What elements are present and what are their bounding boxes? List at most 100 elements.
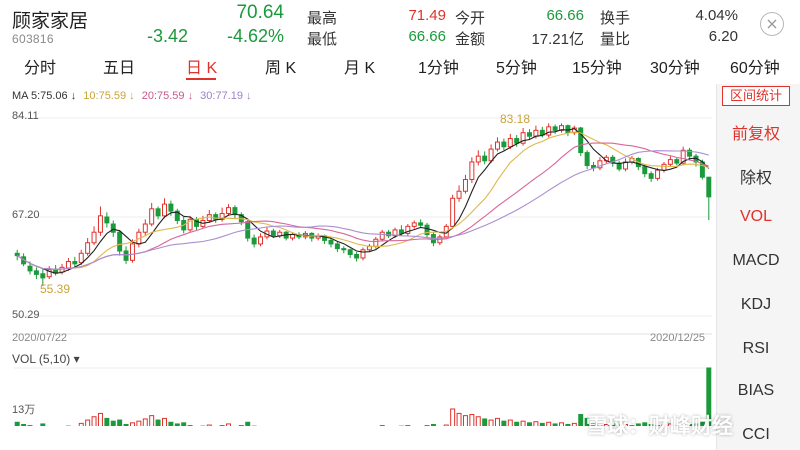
tab-5-minute[interactable]: 5分钟: [496, 60, 537, 77]
volume-bar: [129, 422, 135, 426]
volume-bar: [687, 423, 693, 426]
candle-body: [411, 222, 417, 227]
volume-bar: [591, 421, 597, 426]
volume-bar: [475, 416, 481, 426]
volume-bar: [610, 422, 616, 426]
amount-label: 金额: [455, 31, 486, 48]
candle-body: [328, 239, 334, 245]
volume-bar: [136, 420, 142, 426]
candle-body: [405, 225, 411, 234]
volume-bar: [450, 408, 456, 426]
volume-axis-max: 13万: [12, 404, 36, 416]
candle-body: [33, 270, 39, 275]
tab-intraday[interactable]: 分时: [24, 60, 57, 77]
period-high-marker: 83.18: [500, 112, 531, 126]
volume-bar: [597, 423, 603, 426]
y-axis-min: 50.29: [12, 309, 40, 321]
volume-bar: [168, 421, 174, 426]
side-item-rsi[interactable]: RSI: [742, 340, 770, 357]
y-axis-mid: 67.20: [12, 209, 40, 221]
tab-weekly-k[interactable]: 周 K: [265, 60, 297, 77]
volume-bar: [507, 419, 513, 426]
side-item-kdj[interactable]: KDJ: [740, 296, 772, 313]
candle-body: [661, 163, 667, 171]
volume-bar: [571, 422, 577, 426]
volume-bar: [40, 423, 46, 426]
side-item-forward-adjusted[interactable]: 前复权: [731, 126, 780, 143]
volume-bar: [91, 416, 97, 426]
ma-legend: MA 5:75.06 ↓ 10:75.59 ↓ 20:75.59 ↓ 30:77…: [12, 90, 256, 102]
current-price: 70.64: [236, 2, 284, 23]
ma20-legend: 20:75.59 ↓: [141, 90, 194, 102]
candle-body: [40, 273, 46, 279]
volume-bar: [117, 419, 123, 426]
side-item-vol[interactable]: VOL: [739, 208, 772, 225]
volume-legend[interactable]: VOL (5,10) ▾: [12, 352, 80, 366]
candle-body: [462, 179, 468, 192]
candlestick-chart[interactable]: [0, 106, 716, 426]
watermark-logo: 雪球：财峰财经: [586, 415, 733, 438]
ma10-legend: 10:75.59 ↓: [83, 90, 135, 102]
volume-bar: [104, 417, 110, 426]
volume-bar: [616, 424, 622, 426]
candle-body: [142, 223, 148, 233]
volume-bar: [469, 414, 475, 426]
volume-bar: [578, 414, 584, 426]
volume-bar: [565, 423, 571, 426]
candle-body: [123, 250, 129, 261]
volume-ratio-label: 量比: [600, 31, 631, 48]
candle-body: [482, 155, 488, 162]
candle-body: [706, 176, 712, 198]
tab-monthly-k[interactable]: 月 K: [344, 60, 376, 77]
tab-15-minute[interactable]: 15分钟: [572, 60, 622, 77]
candle-body: [642, 166, 648, 175]
candle-body: [347, 249, 353, 255]
candle-body: [418, 222, 424, 226]
candle-body: [117, 231, 123, 252]
tab-1-minute[interactable]: 1分钟: [418, 60, 459, 77]
candle-body: [379, 231, 385, 240]
side-item-macd[interactable]: MACD: [732, 252, 780, 269]
volume-bar: [78, 422, 84, 426]
high-label: 最高: [307, 10, 338, 27]
close-button[interactable]: [760, 12, 784, 36]
volume-bar: [226, 423, 232, 426]
range-stats-button[interactable]: 区间统计: [722, 86, 790, 106]
period-tabs: 分时 五日 日 K 周 K 月 K 1分钟 5分钟 15分钟 30分钟 60分钟: [0, 54, 800, 80]
candle-body: [546, 126, 552, 136]
active-tab-indicator: [186, 78, 216, 80]
volume-bar: [661, 424, 667, 426]
volume-bar: [162, 417, 167, 426]
side-item-bias[interactable]: BIAS: [737, 382, 775, 399]
volume-bar: [245, 421, 251, 426]
open-value: 66.66: [546, 7, 584, 24]
volume-bar: [533, 421, 539, 426]
tab-30-minute[interactable]: 30分钟: [650, 60, 700, 77]
candle-body: [373, 238, 379, 247]
tab-five-day[interactable]: 五日: [103, 60, 136, 77]
volume-bar: [706, 367, 712, 426]
candle-body: [162, 203, 167, 217]
candle-body: [674, 159, 680, 164]
side-item-cci[interactable]: CCI: [742, 426, 770, 443]
volume-bar: [527, 422, 532, 426]
open-label: 今开: [455, 10, 486, 27]
side-item-ex-rights[interactable]: 除权: [739, 170, 772, 187]
tab-60-minute[interactable]: 60分钟: [730, 60, 780, 77]
volume-bar: [14, 421, 20, 426]
tab-daily-k[interactable]: 日 K: [186, 60, 218, 77]
amount-value: 17.21亿: [531, 31, 584, 48]
candle-body: [232, 207, 238, 216]
candle-body: [238, 214, 244, 223]
volume-bar: [648, 423, 654, 426]
candle-body: [533, 129, 539, 137]
candle-body: [398, 229, 404, 234]
volume-bar: [97, 412, 103, 426]
volume-bar: [623, 423, 629, 426]
candle-body: [392, 229, 398, 237]
ma30-line: [16, 150, 709, 270]
volume-bar: [546, 421, 552, 426]
volume-bar: [462, 415, 468, 426]
high-value: 71.49: [408, 7, 446, 24]
candle-body: [456, 190, 462, 199]
